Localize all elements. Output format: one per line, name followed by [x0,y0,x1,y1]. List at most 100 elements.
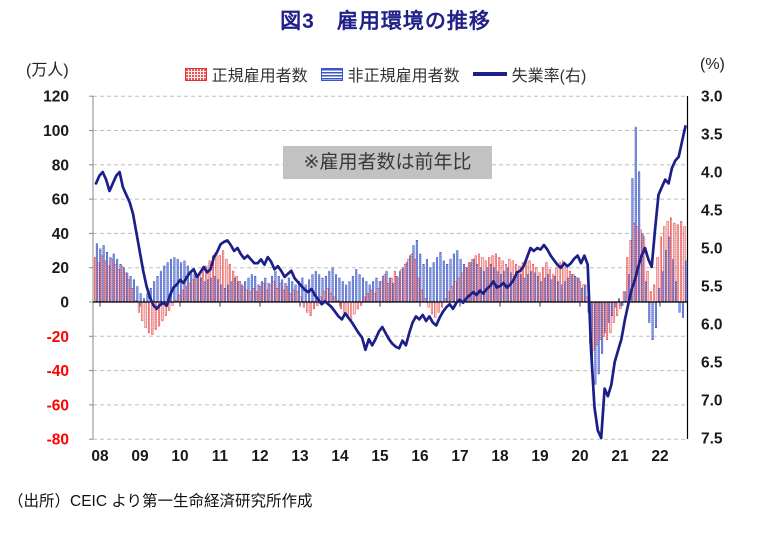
bar-regular-employment [350,301,353,322]
bar-nonregular-employment [338,277,341,303]
bar-regular-employment [201,269,204,303]
bar-regular-employment [124,272,127,303]
left-axis-tick-label: 0 [60,295,69,312]
right-axis-unit-label: (%) [700,56,725,73]
bar-nonregular-employment [173,257,176,303]
bar-regular-employment [107,265,110,303]
bar-regular-employment [343,301,346,313]
bar-nonregular-employment [257,284,260,303]
bar-regular-employment [602,301,605,337]
bar-nonregular-employment [479,267,482,303]
bar-nonregular-employment [271,276,274,303]
bar-nonregular-employment [540,281,543,303]
bar-regular-employment [663,226,666,303]
bar-nonregular-employment [223,288,226,303]
bar-nonregular-employment [186,265,189,303]
bar-nonregular-employment [260,281,263,303]
bar-regular-employment [215,252,218,303]
right-axis-tick-label: 4.5 [701,203,723,220]
bar-regular-employment [376,288,380,303]
bar-regular-employment [417,277,420,303]
bar-regular-employment [447,291,450,303]
left-axis-tick-label: 20 [52,260,69,277]
bar-nonregular-employment [217,279,220,303]
bar-nonregular-employment [446,264,449,303]
unemployment-rate-line [94,125,687,440]
bar-regular-employment [639,229,642,303]
bar-nonregular-employment [577,277,580,303]
bar-regular-employment [235,276,238,303]
bar-nonregular-employment [294,284,297,303]
bar-regular-employment [568,270,572,303]
bar-regular-employment [585,296,588,303]
bar-nonregular-employment [597,301,600,375]
bar-nonregular-employment [523,277,526,303]
bar-regular-employment [225,258,228,303]
bar-nonregular-employment [681,301,684,318]
left-axis-tick-label: -40 [47,363,69,380]
bar-regular-employment [579,281,582,303]
bar-regular-employment [454,281,457,303]
bar-regular-employment [141,301,144,322]
bar-regular-employment [279,282,282,303]
bar-regular-employment [94,257,97,303]
right-axis-tick-label: 5.0 [701,241,723,258]
bar-nonregular-employment [644,281,647,303]
bar-regular-employment [370,289,373,303]
bar-nonregular-employment [247,277,250,303]
bar-nonregular-employment [159,270,162,303]
bar-regular-employment [262,282,265,303]
bar-nonregular-employment [129,276,132,303]
bar-nonregular-employment [345,284,348,303]
bar-regular-employment [488,257,491,303]
bar-nonregular-employment [567,277,570,303]
bar-nonregular-employment [520,274,523,303]
bar-regular-employment [238,281,241,303]
bar-regular-employment [373,293,376,303]
bar-nonregular-employment [409,255,412,303]
bar-nonregular-employment [570,274,573,303]
bar-regular-employment [309,301,312,316]
legend-item-regular: 正規雇用者数 [184,62,308,86]
bar-nonregular-employment [358,274,361,303]
x-axis-year-label: 12 [251,448,268,465]
bar-regular-employment [403,264,406,303]
bar-nonregular-employment [449,258,452,303]
bar-nonregular-employment [459,258,462,303]
bar-regular-employment [387,282,390,303]
bar-nonregular-employment [237,281,240,303]
bar-regular-employment [366,293,369,303]
bar-nonregular-employment [510,272,513,303]
x-axis-year-label: 19 [531,448,549,465]
bar-regular-employment [666,221,669,303]
bar-nonregular-employment [203,281,206,303]
bar-regular-employment [555,267,558,303]
bar-regular-employment [245,289,248,303]
bar-regular-employment [504,264,508,303]
bar-nonregular-employment [560,284,563,303]
blue-striped-bar-swatch-icon [320,67,343,81]
x-axis-year-label: 09 [131,448,149,465]
bar-regular-employment [127,279,130,303]
bar-regular-employment [440,301,444,308]
bar-regular-employment [137,301,140,313]
bar-nonregular-employment [122,267,125,303]
bar-nonregular-employment [425,258,428,303]
left-axis-tick-label: -60 [47,397,69,414]
bar-regular-employment [272,281,275,303]
bar-nonregular-employment [412,245,415,303]
bar-nonregular-employment [432,262,435,303]
bar-regular-employment [451,286,454,303]
bar-nonregular-employment [153,281,156,303]
bar-regular-employment [104,260,107,303]
bar-nonregular-employment [264,277,267,303]
right-axis-tick-label: 3.5 [701,127,723,144]
bar-nonregular-employment [661,270,664,303]
bar-regular-employment [289,293,292,303]
bar-regular-employment [595,301,598,346]
bar-regular-employment [427,301,430,308]
bar-nonregular-employment [233,277,237,303]
bar-regular-employment [437,301,440,313]
bar-nonregular-employment [274,270,277,303]
